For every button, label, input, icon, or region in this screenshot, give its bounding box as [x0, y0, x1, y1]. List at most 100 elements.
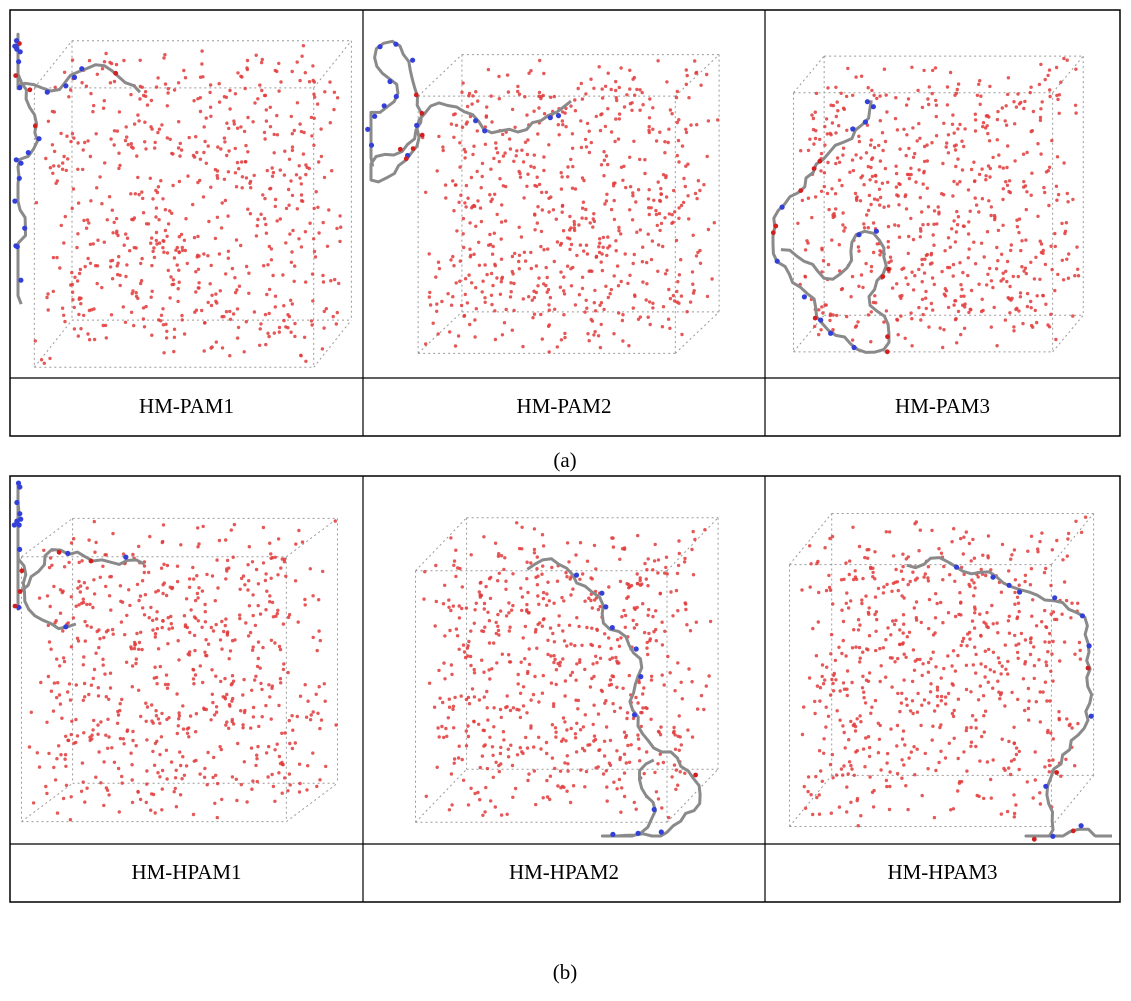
water-molecule — [282, 319, 285, 322]
water-molecule — [910, 271, 913, 274]
water-molecule — [290, 115, 293, 118]
water-molecule — [218, 82, 221, 85]
water-molecule — [885, 110, 888, 113]
water-molecule — [677, 206, 680, 209]
water-molecule — [851, 338, 854, 341]
water-molecule — [986, 273, 989, 276]
water-molecule — [861, 286, 864, 289]
water-molecule — [673, 763, 676, 766]
water-molecule — [527, 295, 530, 298]
water-molecule — [630, 743, 633, 746]
water-molecule — [841, 211, 844, 214]
water-molecule — [923, 271, 926, 274]
water-molecule — [673, 733, 676, 736]
water-molecule — [922, 182, 925, 185]
water-molecule — [885, 583, 888, 586]
water-molecule — [250, 746, 253, 749]
water-molecule — [452, 705, 455, 708]
water-molecule — [530, 267, 533, 270]
water-molecule — [868, 755, 871, 758]
water-molecule — [573, 98, 576, 101]
water-molecule — [543, 112, 546, 115]
water-molecule — [870, 138, 873, 141]
water-molecule — [160, 123, 163, 126]
water-molecule — [806, 790, 809, 793]
water-molecule — [582, 725, 585, 728]
water-molecule — [937, 205, 940, 208]
water-molecule — [893, 223, 896, 226]
water-molecule — [554, 735, 557, 738]
water-molecule — [177, 81, 180, 84]
water-molecule — [674, 748, 677, 751]
water-molecule — [617, 137, 620, 140]
water-molecule — [522, 297, 525, 300]
water-molecule — [327, 208, 330, 211]
water-molecule — [117, 713, 120, 716]
image-cell — [790, 514, 1112, 842]
water-molecule — [227, 127, 230, 130]
water-molecule — [957, 310, 960, 313]
water-molecule — [525, 185, 528, 188]
water-molecule — [558, 133, 561, 136]
water-molecule — [525, 113, 528, 116]
water-molecule — [293, 322, 296, 325]
water-molecule — [62, 797, 65, 800]
water-molecule — [1013, 591, 1016, 594]
water-molecule — [800, 588, 803, 591]
water-molecule — [655, 213, 658, 216]
water-molecule — [143, 121, 146, 124]
water-molecule — [236, 336, 239, 339]
water-molecule — [660, 621, 663, 624]
water-molecule — [687, 667, 690, 670]
water-molecule — [108, 594, 111, 597]
water-molecule — [933, 209, 936, 212]
water-molecule — [518, 267, 521, 270]
water-molecule — [161, 307, 164, 310]
water-molecule — [507, 653, 510, 656]
water-molecule — [1080, 531, 1083, 534]
water-molecule — [496, 579, 499, 582]
water-molecule — [278, 330, 281, 333]
water-molecule — [46, 292, 49, 295]
water-molecule — [515, 521, 518, 524]
water-molecule — [990, 279, 993, 282]
water-molecule — [321, 347, 324, 350]
water-molecule — [809, 562, 812, 565]
image-cell — [12, 34, 351, 367]
water-molecule — [159, 665, 162, 668]
water-molecule — [523, 251, 526, 254]
water-molecule — [179, 142, 182, 145]
water-molecule — [487, 668, 490, 671]
water-molecule — [817, 308, 820, 311]
water-molecule — [562, 275, 565, 278]
water-molecule — [169, 275, 172, 278]
water-molecule — [489, 200, 492, 203]
water-molecule — [655, 639, 658, 642]
water-molecule — [65, 135, 68, 138]
water-molecule — [203, 776, 206, 779]
water-molecule — [962, 552, 965, 555]
water-molecule — [895, 282, 898, 285]
water-molecule — [495, 276, 498, 279]
water-molecule — [663, 630, 666, 633]
water-molecule — [542, 169, 545, 172]
water-molecule — [162, 56, 165, 59]
water-molecule — [610, 88, 613, 91]
water-molecule — [864, 594, 867, 597]
water-molecule — [87, 538, 90, 541]
water-molecule — [178, 235, 181, 238]
water-molecule — [299, 354, 302, 357]
water-molecule — [60, 224, 63, 227]
water-molecule — [1042, 294, 1045, 297]
water-molecule — [887, 261, 890, 264]
water-molecule — [150, 334, 153, 337]
water-molecule — [911, 126, 914, 129]
water-molecule — [1013, 634, 1016, 637]
water-molecule — [268, 695, 271, 698]
water-molecule — [956, 223, 959, 226]
water-molecule — [677, 539, 680, 542]
water-molecule — [547, 143, 550, 146]
water-molecule — [315, 693, 318, 696]
water-molecule — [610, 536, 613, 539]
water-molecule — [1048, 95, 1051, 98]
